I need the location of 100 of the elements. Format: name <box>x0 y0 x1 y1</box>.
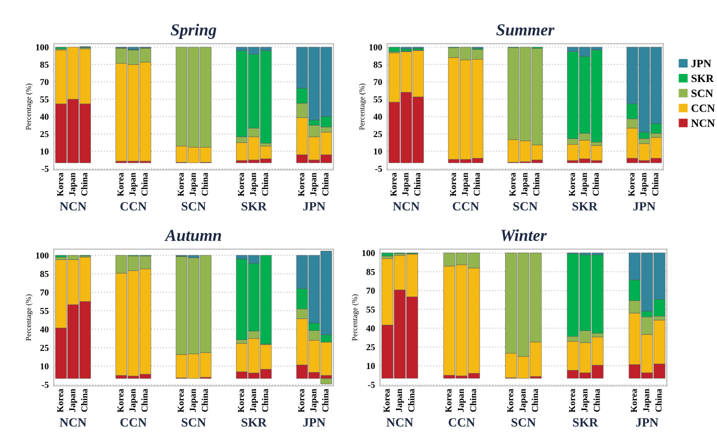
x-tick-label: China <box>533 172 540 196</box>
y-tick-label: 55 <box>40 96 49 102</box>
x-tick-label: Japan <box>310 172 318 196</box>
x-tick-label: China <box>474 172 480 196</box>
x-tick-label: China <box>322 172 328 196</box>
x-tick-label: China <box>408 388 414 412</box>
x-tick-label: Japan <box>250 388 258 412</box>
text: CCN <box>452 202 480 211</box>
x-tick-label: China <box>202 172 208 196</box>
text: JPN <box>633 202 656 211</box>
y-tick-label: 100 <box>36 252 49 259</box>
x-tick-label: Korea <box>298 172 304 196</box>
chart-title: Summer <box>496 24 554 36</box>
y-tick-label: 40 <box>366 325 375 332</box>
x-tick-label: Japan <box>69 172 78 196</box>
text: CCN <box>120 202 147 211</box>
y-tick-label: 40 <box>40 326 49 332</box>
legend-label: NCN <box>691 119 715 127</box>
y-tick-label: -5 <box>42 382 49 388</box>
text: CCN <box>448 418 475 427</box>
y-tick-label: 10 <box>40 148 49 154</box>
y-tick-label: 85 <box>366 268 375 275</box>
x-tick-label: Korea <box>507 388 514 412</box>
x-tick-label: China <box>141 388 148 412</box>
x-tick-label: China <box>414 172 420 196</box>
legend-label: JPN <box>691 60 712 68</box>
x-tick-label: Japan <box>458 388 466 412</box>
x-tick-label: Japan <box>462 172 470 196</box>
y-tick-label: 70 <box>366 288 375 294</box>
x-tick-label: Japan <box>580 172 589 196</box>
x-tick-label: Korea <box>57 172 64 196</box>
x-tick-label: Japan <box>640 172 648 196</box>
text: JPN <box>636 418 658 427</box>
y-tick-label: 55 <box>374 96 382 102</box>
x-tick-label: Korea <box>178 172 184 196</box>
y-tick-label: 55 <box>366 306 375 313</box>
y-tick-label: 55 <box>40 308 49 314</box>
text: SCN <box>182 418 206 427</box>
y-tick-label: 25 <box>40 344 49 351</box>
x-tick-label: China <box>202 388 208 412</box>
x-tick-label: China <box>322 388 328 412</box>
x-tick-label: Korea <box>178 388 184 412</box>
text: CCN <box>120 418 147 427</box>
x-tick-label: Japan <box>69 388 78 412</box>
x-tick-label: Korea <box>630 388 637 412</box>
y-tick-label: -5 <box>368 382 375 388</box>
x-tick-label: China <box>652 172 658 196</box>
x-tick-label: Korea <box>118 172 124 196</box>
x-tick-label: Korea <box>628 172 635 196</box>
text: SCN <box>512 418 536 427</box>
x-tick-label: China <box>262 172 268 196</box>
x-tick-label: Korea <box>510 172 516 196</box>
x-tick-label: China <box>592 172 599 196</box>
x-tick-label: Japan <box>310 388 318 412</box>
x-tick-label: China <box>81 172 88 196</box>
x-tick-label: Japan <box>520 388 528 412</box>
x-tick-label: China <box>470 388 476 412</box>
y-tick-label: 100 <box>370 44 382 50</box>
text: SKR <box>242 418 267 427</box>
x-tick-label: Japan <box>130 388 138 412</box>
y-tick-label: 70 <box>40 289 49 296</box>
y-tick-label: -5 <box>42 166 49 172</box>
chart-title: Winter <box>501 229 547 242</box>
y-tick-label: 85 <box>40 62 49 68</box>
legend-label: CCN <box>692 104 715 112</box>
x-tick-label: Korea <box>384 388 390 412</box>
x-tick-label: China <box>81 388 88 412</box>
text: SCN <box>513 202 538 211</box>
text: NCN <box>60 418 86 427</box>
y-tick-label: 70 <box>40 78 49 86</box>
x-tick-label: Japan <box>643 388 652 412</box>
text: NCN <box>60 202 86 211</box>
y-tick-label: 25 <box>40 131 49 138</box>
text: NCN <box>386 418 414 427</box>
y-tick-label: 10 <box>366 362 375 370</box>
y-tick-label: 10 <box>40 363 49 370</box>
text: SKR <box>572 202 598 211</box>
y-tick-label: 25 <box>366 344 375 350</box>
legend-label: SKR <box>692 74 714 82</box>
y-tick-label: 70 <box>374 78 382 86</box>
chart-title: Autumn <box>164 230 222 242</box>
x-tick-label: Korea <box>238 172 244 196</box>
y-tick-label: 25 <box>374 131 382 138</box>
text: SKR <box>242 202 267 211</box>
chart-title: Spring <box>170 24 216 39</box>
x-tick-label: China <box>655 388 662 412</box>
x-tick-label: Japan <box>402 172 410 196</box>
text: JPN <box>303 202 326 211</box>
x-tick-label: Japan <box>581 388 590 412</box>
x-tick-label: China <box>593 388 600 412</box>
x-tick-label: Korea <box>569 388 576 412</box>
y-tick-label: 85 <box>374 62 382 68</box>
x-tick-label: Japan <box>190 172 198 196</box>
y-tick-label: 40 <box>373 114 382 120</box>
text: NCN <box>392 202 420 211</box>
x-tick-label: Korea <box>450 172 456 196</box>
legend-label: SCN <box>692 90 714 98</box>
y-tick-label: 10 <box>374 148 382 154</box>
x-tick-label: Japan <box>521 172 530 196</box>
x-tick-label: Japan <box>130 172 138 196</box>
